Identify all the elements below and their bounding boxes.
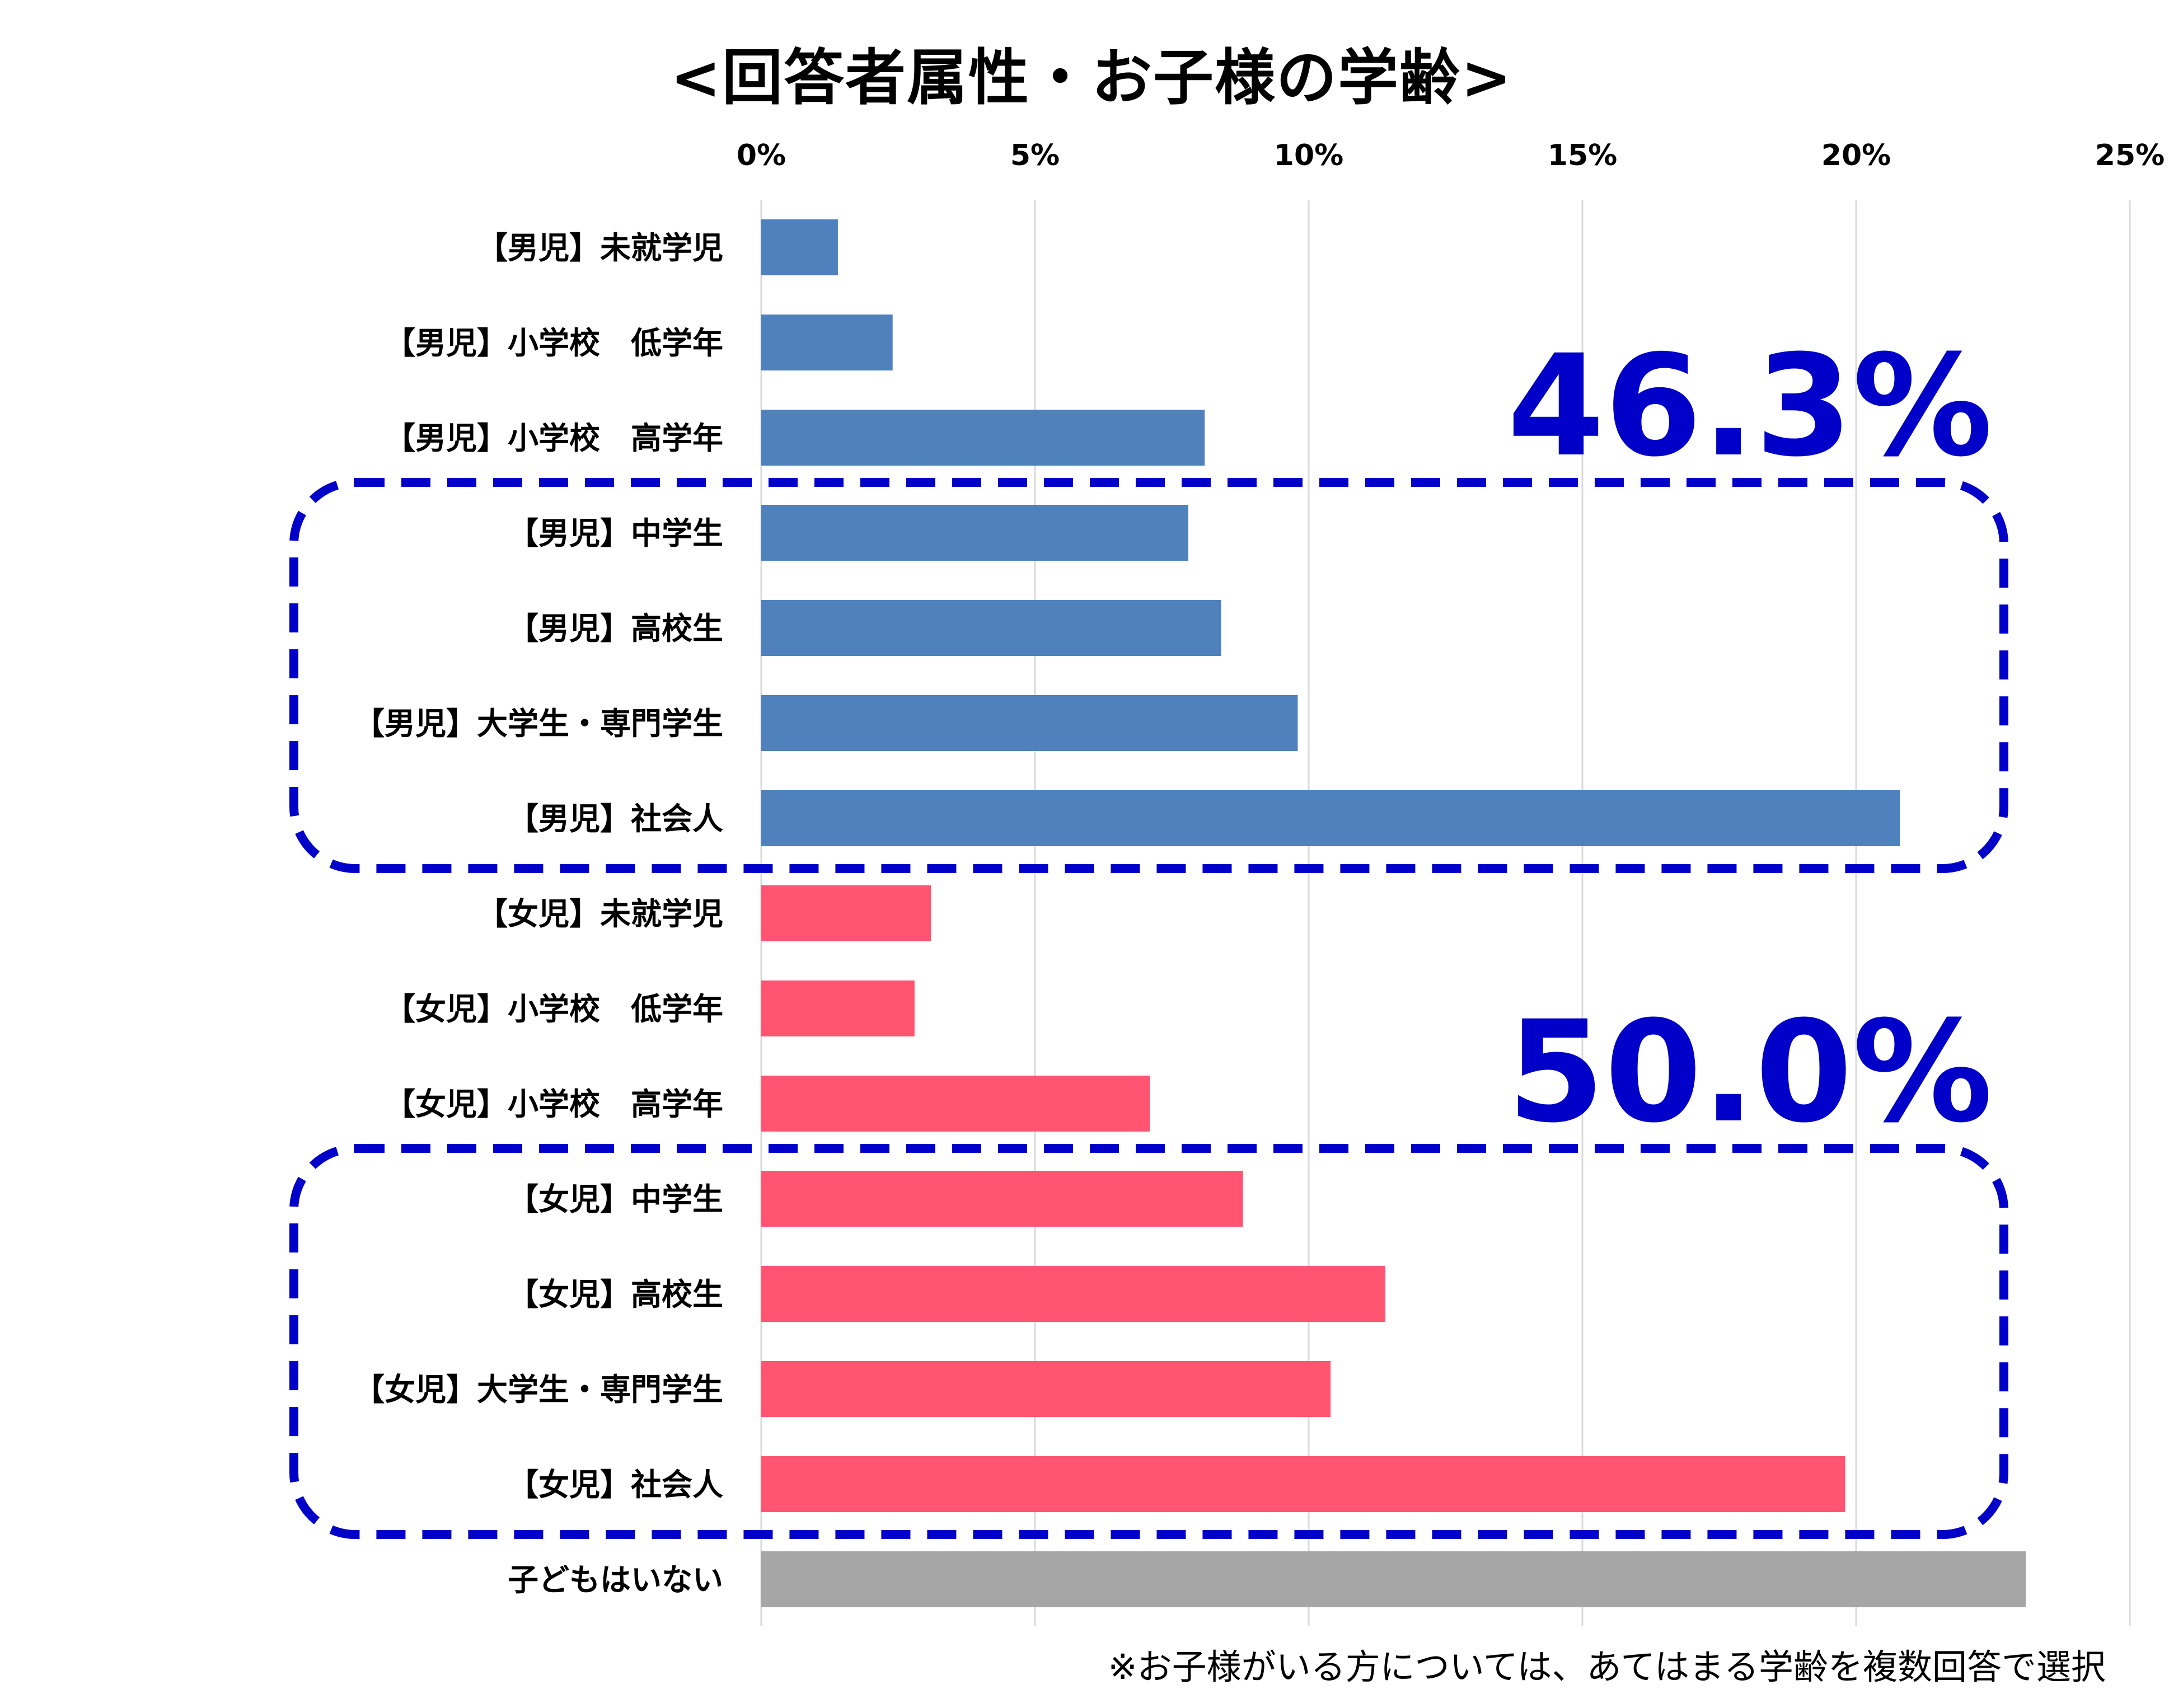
bar: [761, 980, 915, 1036]
group-percentage-callout: 50.0%: [1507, 991, 1993, 1153]
chart-title: <回答者属性・お子様の学齢>: [670, 43, 1513, 113]
category-label: 【女児】中学生: [508, 1181, 723, 1217]
bar: [761, 1171, 1243, 1227]
x-tick-label: 0%: [737, 139, 786, 172]
bar: [761, 1361, 1331, 1417]
category-label: 【女児】社会人: [508, 1467, 723, 1503]
group-highlight-box: [289, 478, 2008, 873]
group-percentage-callout: 46.3%: [1507, 325, 1993, 487]
category-label: 【男児】中学生: [508, 515, 723, 551]
bar: [761, 315, 893, 370]
bar: [761, 505, 1188, 561]
group-highlight-box: [289, 1144, 2008, 1539]
category-label: 【男児】小学校 低学年: [385, 325, 723, 361]
x-tick-label: 15%: [1548, 139, 1617, 172]
x-tick-label: 20%: [1821, 139, 1891, 172]
category-label: 【女児】小学校 高学年: [385, 1086, 723, 1122]
bar: [761, 1456, 1845, 1512]
bar: [761, 1076, 1150, 1132]
category-label: 【男児】大学生・専門学生: [354, 706, 723, 742]
x-tick-label: 5%: [1010, 139, 1060, 172]
bar: [761, 1551, 2026, 1607]
category-label: 【男児】社会人: [508, 801, 723, 837]
x-tick-label: 25%: [2095, 139, 2165, 172]
bar: [761, 410, 1205, 466]
category-label: 子どもはいない: [508, 1562, 723, 1598]
bar: [761, 790, 1900, 846]
category-label: 【女児】高校生: [508, 1277, 723, 1312]
category-label: 【女児】小学校 低学年: [385, 991, 723, 1027]
category-label: 【女児】大学生・専門学生: [354, 1372, 723, 1407]
category-label: 【男児】未就学児: [477, 230, 723, 266]
footnote: ※お子様がいる方については、あてはまる学齢を複数回答で選択: [1108, 1646, 2106, 1687]
category-label: 【女児】未就学児: [477, 896, 723, 932]
x-tick-label: 10%: [1274, 139, 1343, 172]
category-label: 【男児】高校生: [508, 611, 723, 646]
bar: [761, 695, 1298, 751]
category-label: 【男児】小学校 高学年: [385, 420, 723, 456]
bar: [761, 600, 1221, 656]
bar: [761, 1266, 1385, 1322]
bar: [761, 885, 931, 941]
bar: [761, 219, 838, 275]
